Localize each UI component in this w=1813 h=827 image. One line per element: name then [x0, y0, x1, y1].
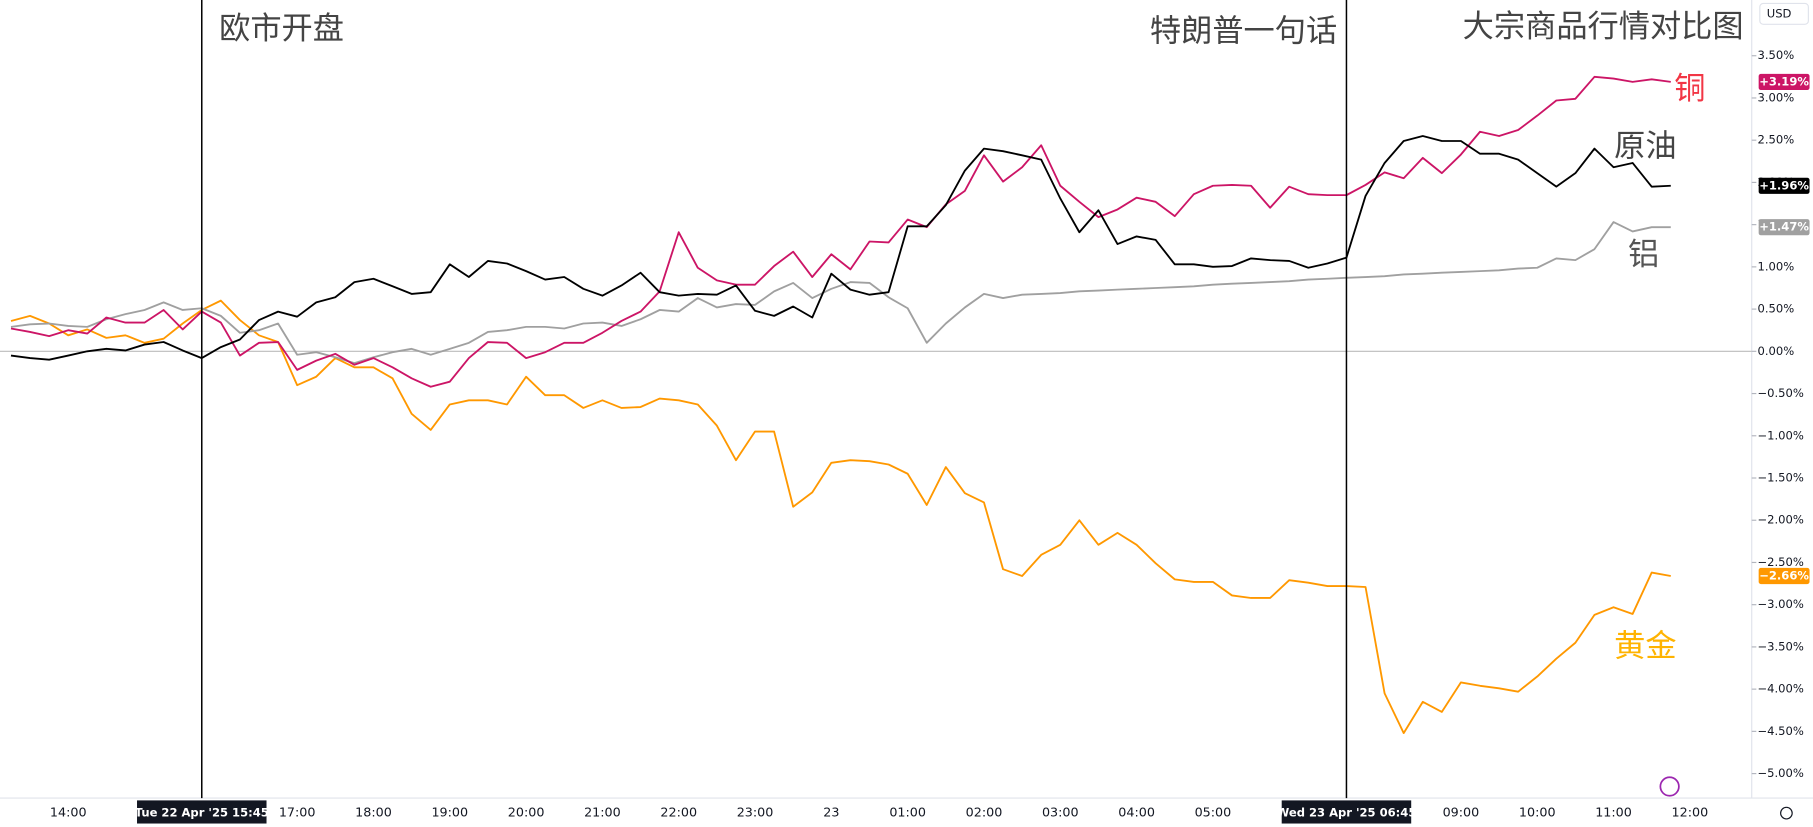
x-tick-label: 20:00 — [508, 805, 545, 820]
last-value-tag — [1758, 177, 1810, 194]
x-tick-label: 22:00 — [660, 805, 697, 820]
event-annotation: 欧市开盘 — [219, 11, 344, 47]
x-tick-label: 18:00 — [355, 805, 392, 820]
last-value-label: +1.47% — [1759, 220, 1809, 234]
y-tick-label: −3.50% — [1758, 639, 1804, 653]
series-name: 原油 — [1614, 129, 1676, 165]
event-date-box — [1281, 800, 1412, 824]
event-annotation: 特朗普一句话 — [1150, 13, 1337, 49]
series-name: 铝 — [1628, 237, 1659, 273]
x-tick-label: 02:00 — [966, 805, 1003, 820]
x-tick-label: 01:00 — [889, 805, 926, 820]
x-tick-label: 19:00 — [431, 805, 468, 820]
y-tick-label: 1.00% — [1758, 259, 1795, 273]
series-line — [10, 299, 1671, 735]
y-tick-label: −2.50% — [1758, 555, 1804, 569]
series-line — [10, 75, 1671, 388]
y-tick-label: 0.50% — [1758, 302, 1795, 316]
x-tick-label: 11:00 — [1595, 805, 1632, 820]
y-tick-label: −3.00% — [1758, 597, 1804, 611]
settings-icon[interactable] — [1780, 806, 1793, 820]
series-line — [10, 221, 1671, 365]
series-name: 黄金 — [1614, 629, 1676, 665]
last-value-label: +1.96% — [1759, 178, 1809, 192]
x-tick-label: 12:00 — [1672, 805, 1709, 820]
currency[interactable]: USD — [1767, 6, 1792, 20]
y-tick-label: −2.00% — [1758, 513, 1804, 527]
x-tick-label: 05:00 — [1195, 805, 1232, 820]
y-tick-label: −4.50% — [1758, 724, 1804, 738]
y-tick-label: 2.50% — [1758, 133, 1795, 147]
x-tick-label: 14:00 — [50, 805, 87, 820]
x-tick-label: 10:00 — [1519, 805, 1556, 820]
chart-title: 大宗商品行情对比图 — [1463, 9, 1744, 45]
x-tick-label: 21:00 — [584, 805, 621, 820]
last-value-tag — [1758, 567, 1810, 585]
last-value-tag — [1758, 219, 1810, 236]
y-tick-label: 0.00% — [1758, 344, 1795, 358]
last-value-tag — [1758, 73, 1810, 91]
x-tick-label: 03:00 — [1042, 805, 1079, 820]
event-date-label: Tue 22 Apr '25 15:45 — [135, 806, 269, 820]
y-tick-label: −1.50% — [1758, 471, 1804, 485]
y-tick-label: −4.00% — [1758, 682, 1804, 696]
x-tick-label: 17:00 — [279, 805, 316, 820]
last-value-label: −2.66% — [1759, 568, 1809, 582]
series-name: 铜 — [1674, 71, 1705, 107]
x-tick-label: 23 — [823, 805, 839, 820]
series-line — [10, 135, 1671, 361]
replay-icon[interactable] — [1659, 776, 1680, 797]
x-tick-label: 23:00 — [737, 805, 774, 820]
event-date-box — [137, 800, 267, 824]
y-tick-label: 3.50% — [1758, 48, 1795, 62]
last-value-label: +3.19% — [1759, 74, 1809, 88]
y-tick-label: −1.00% — [1758, 428, 1804, 442]
y-tick-label: −5.00% — [1758, 766, 1804, 780]
currency-button[interactable] — [1759, 2, 1809, 25]
y-tick-label: 3.00% — [1758, 90, 1795, 104]
x-tick-label: 04:00 — [1118, 805, 1155, 820]
y-tick-label: −0.50% — [1758, 386, 1804, 400]
event-date-label: Wed 23 Apr '25 06:45 — [1277, 806, 1417, 820]
x-tick-label: 09:00 — [1443, 805, 1480, 820]
